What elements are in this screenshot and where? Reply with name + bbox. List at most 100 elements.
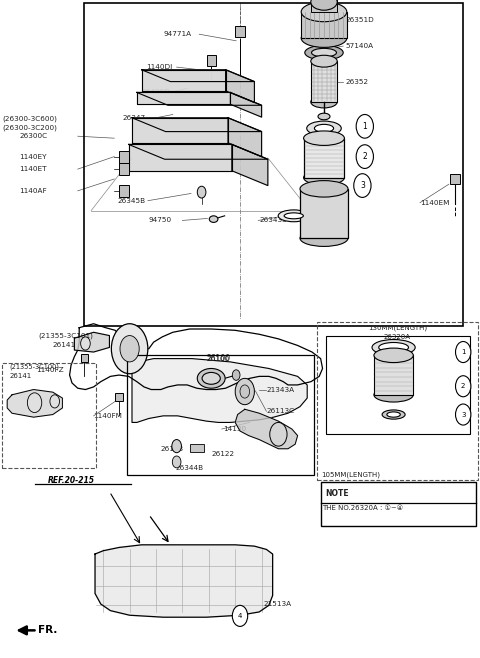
Text: 1140EM: 1140EM (420, 199, 449, 206)
Text: (21355-3C101): (21355-3C101) (38, 332, 93, 339)
Circle shape (456, 404, 471, 425)
Ellipse shape (312, 48, 336, 57)
FancyBboxPatch shape (190, 444, 204, 452)
Polygon shape (142, 70, 254, 82)
Text: REF.20-215: REF.20-215 (48, 476, 95, 485)
Ellipse shape (284, 213, 303, 218)
Text: 26141: 26141 (10, 373, 32, 380)
Text: 26300C: 26300C (19, 133, 48, 139)
Text: 94750: 94750 (149, 217, 172, 224)
Circle shape (240, 385, 250, 398)
Text: 26420D: 26420D (142, 89, 170, 95)
Polygon shape (235, 409, 298, 449)
Text: 26113C: 26113C (266, 408, 295, 415)
Text: 26352: 26352 (346, 79, 369, 86)
FancyBboxPatch shape (311, 0, 337, 12)
Polygon shape (129, 145, 232, 171)
Circle shape (232, 605, 248, 626)
FancyBboxPatch shape (115, 393, 123, 401)
Polygon shape (228, 118, 262, 157)
Polygon shape (137, 93, 262, 105)
Text: 26351D: 26351D (346, 16, 374, 23)
Text: 14130: 14130 (223, 426, 246, 432)
FancyBboxPatch shape (450, 174, 460, 184)
Ellipse shape (379, 343, 408, 353)
Text: THE NO.26320A : ①~④: THE NO.26320A : ①~④ (323, 505, 404, 511)
Text: 2: 2 (362, 152, 367, 161)
Polygon shape (74, 332, 109, 352)
Circle shape (197, 186, 206, 198)
Polygon shape (7, 390, 62, 417)
Text: 1140ET: 1140ET (19, 166, 47, 172)
Text: 1140DJ: 1140DJ (146, 64, 173, 70)
Ellipse shape (387, 412, 400, 417)
Text: (26300-3C600): (26300-3C600) (2, 115, 57, 122)
Circle shape (172, 440, 181, 453)
Ellipse shape (311, 55, 337, 67)
Text: (21355-3C100): (21355-3C100) (10, 364, 60, 370)
FancyBboxPatch shape (374, 355, 413, 395)
Ellipse shape (278, 210, 310, 222)
FancyBboxPatch shape (301, 12, 347, 38)
Ellipse shape (374, 348, 413, 363)
Text: 26122: 26122 (211, 451, 234, 457)
Text: 26344B: 26344B (175, 465, 204, 472)
Circle shape (456, 376, 471, 397)
Circle shape (120, 336, 139, 362)
Circle shape (111, 324, 148, 374)
Text: 3: 3 (360, 181, 365, 190)
Text: 57140A: 57140A (346, 43, 374, 49)
Polygon shape (132, 359, 307, 422)
Text: 26345B: 26345B (118, 197, 146, 204)
Polygon shape (132, 118, 262, 132)
Text: 1: 1 (461, 349, 466, 355)
Ellipse shape (318, 113, 330, 120)
Polygon shape (132, 118, 228, 143)
Polygon shape (226, 70, 254, 103)
Circle shape (270, 422, 287, 446)
Text: 21513A: 21513A (263, 601, 291, 607)
Polygon shape (137, 93, 230, 104)
FancyBboxPatch shape (81, 354, 88, 362)
Ellipse shape (209, 216, 218, 222)
Ellipse shape (304, 131, 345, 145)
FancyBboxPatch shape (119, 151, 129, 163)
Ellipse shape (382, 410, 405, 419)
FancyBboxPatch shape (119, 185, 129, 197)
Text: 4: 4 (238, 613, 242, 619)
Text: NOTE: NOTE (325, 489, 349, 498)
Text: (26300-3C200): (26300-3C200) (2, 124, 57, 131)
Circle shape (354, 174, 371, 197)
Text: 105MM(LENGTH): 105MM(LENGTH) (322, 472, 381, 478)
Polygon shape (142, 70, 226, 91)
Text: 26100: 26100 (206, 354, 230, 363)
FancyBboxPatch shape (207, 55, 216, 66)
Ellipse shape (197, 368, 225, 388)
Ellipse shape (374, 388, 413, 402)
FancyBboxPatch shape (119, 163, 129, 175)
Text: FR.: FR. (38, 625, 58, 636)
Text: 1: 1 (362, 122, 367, 131)
Ellipse shape (304, 170, 345, 185)
Polygon shape (129, 145, 268, 159)
Text: 94771A: 94771A (163, 31, 192, 38)
Ellipse shape (311, 96, 337, 108)
Circle shape (232, 370, 240, 380)
Circle shape (172, 456, 181, 468)
Circle shape (81, 337, 90, 350)
Ellipse shape (372, 340, 415, 355)
Text: 26123: 26123 (161, 445, 184, 452)
Polygon shape (95, 545, 273, 617)
Text: 26100: 26100 (206, 355, 229, 362)
Text: 26347: 26347 (122, 115, 145, 122)
Ellipse shape (301, 2, 347, 22)
Ellipse shape (314, 124, 334, 132)
FancyBboxPatch shape (300, 189, 348, 238)
Polygon shape (230, 93, 262, 117)
Ellipse shape (307, 121, 341, 136)
Text: 3: 3 (461, 411, 466, 418)
Text: 1140EY: 1140EY (19, 153, 47, 160)
Ellipse shape (202, 372, 220, 384)
Circle shape (235, 378, 254, 405)
Text: 130MM(LENGTH): 130MM(LENGTH) (368, 324, 427, 331)
